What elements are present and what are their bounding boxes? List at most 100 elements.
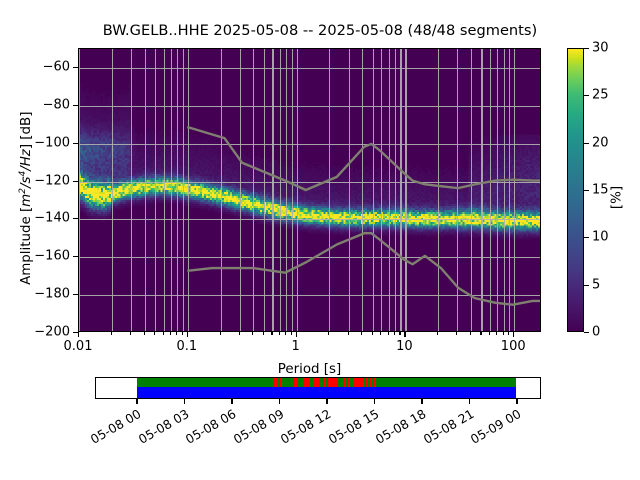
colorbar-tick <box>584 332 589 334</box>
y-tick <box>73 142 78 144</box>
x-tick <box>480 332 482 335</box>
x-tick <box>347 332 349 335</box>
gridline-vertical <box>279 49 281 331</box>
colorbar-tick-label: 30 <box>592 40 609 56</box>
colorbar-tick <box>584 48 589 50</box>
y-tick-label: −180 <box>34 286 70 302</box>
x-tick <box>219 332 221 335</box>
x-tick <box>371 332 373 335</box>
gridline-vertical <box>400 49 402 331</box>
timeline-tick <box>326 399 328 404</box>
x-tick <box>295 332 297 337</box>
x-tick <box>496 332 498 335</box>
y-tick-label: −80 <box>42 97 70 113</box>
page-title: BW.GELB..HHE 2025-05-08 -- 2025-05-08 (4… <box>102 22 538 39</box>
y-tick <box>73 294 78 296</box>
x-tick <box>162 332 164 335</box>
y-tick <box>73 180 78 182</box>
y-tick-label: −100 <box>34 135 70 151</box>
colorbar-tick <box>584 95 589 97</box>
x-tick-label: 100 <box>500 339 526 354</box>
y-axis-label: Amplitude [m2/s4/Hz] [dB] <box>17 111 35 285</box>
x-tick <box>387 332 389 335</box>
x-tick-label: 10 <box>396 339 413 354</box>
y-tick <box>73 218 78 220</box>
gridline-vertical <box>111 49 113 331</box>
x-tick <box>154 332 156 335</box>
gridline-vertical <box>170 49 173 331</box>
x-tick <box>129 332 131 335</box>
gridline-vertical <box>394 49 396 331</box>
x-tick <box>252 332 254 335</box>
x-tick <box>393 332 395 335</box>
gridline-horizontal <box>79 67 540 70</box>
colorbar-tick-label: 25 <box>592 87 609 103</box>
colorbar-tick-label: 15 <box>592 182 609 198</box>
noise-model-curves <box>186 125 540 306</box>
gridline-vertical <box>481 49 483 331</box>
noise-model-curve <box>186 125 540 192</box>
gridline-vertical <box>286 49 288 331</box>
x-tick <box>169 332 172 335</box>
x-tick <box>399 332 401 335</box>
x-tick <box>176 332 178 335</box>
x-tick <box>181 332 183 335</box>
y-tick <box>73 256 78 258</box>
gridline-vertical <box>79 49 81 331</box>
colorbar-tick <box>584 237 589 239</box>
gridline-vertical <box>490 49 492 331</box>
timeline-tick <box>516 399 518 404</box>
gridline-vertical <box>155 49 157 331</box>
gridline-vertical <box>362 49 364 331</box>
x-tick-label: 0.1 <box>176 339 198 354</box>
y-tick-label: −120 <box>34 173 70 189</box>
gridline-horizontal <box>79 143 540 145</box>
x-tick-label: 1 <box>291 339 300 354</box>
gridline-vertical <box>381 49 383 331</box>
x-tick <box>262 332 264 335</box>
x-tick-label: 0.01 <box>63 339 93 354</box>
gridline-vertical <box>509 49 511 331</box>
x-tick <box>278 332 280 335</box>
gridline-vertical <box>348 49 350 331</box>
gridline-vertical <box>457 49 459 331</box>
y-tick-label: −200 <box>34 324 70 340</box>
gridline-horizontal <box>79 257 540 259</box>
colorbar-tick <box>584 284 589 286</box>
noise-model-curve <box>187 232 540 306</box>
x-tick <box>143 332 145 335</box>
x-tick <box>469 332 472 335</box>
gridline-vertical <box>497 49 499 331</box>
x-tick <box>110 332 112 335</box>
x-tick <box>456 332 458 335</box>
x-tick <box>290 332 292 335</box>
gridline-horizontal <box>79 219 540 221</box>
timeline-tick <box>136 399 138 404</box>
gridline-vertical <box>291 49 293 331</box>
gridline-vertical <box>514 49 516 331</box>
colorbar-tick <box>584 190 589 192</box>
timeline-tick <box>278 399 281 404</box>
x-tick <box>78 332 80 337</box>
timeline-tick <box>468 399 471 404</box>
data-coverage-timeline[interactable] <box>95 377 541 399</box>
x-tick <box>502 332 504 335</box>
timeline-tick <box>183 399 186 404</box>
gridline-horizontal <box>79 295 540 297</box>
y-tick-label: −140 <box>34 210 70 226</box>
y-tick <box>73 66 78 69</box>
x-tick <box>489 332 491 335</box>
gridline-vertical <box>405 49 407 331</box>
y-tick <box>73 332 78 334</box>
gridline-vertical <box>239 49 241 331</box>
ppsd-axes[interactable] <box>78 48 541 332</box>
x-tick <box>437 332 439 335</box>
x-tick <box>380 332 382 335</box>
gridline-vertical <box>503 49 505 331</box>
colorbar[interactable] <box>567 48 584 332</box>
x-axis-label: Period [s] <box>277 362 342 377</box>
gridline-vertical <box>329 49 331 331</box>
gridline-vertical <box>182 49 184 331</box>
y-tick-label: −160 <box>34 248 70 264</box>
